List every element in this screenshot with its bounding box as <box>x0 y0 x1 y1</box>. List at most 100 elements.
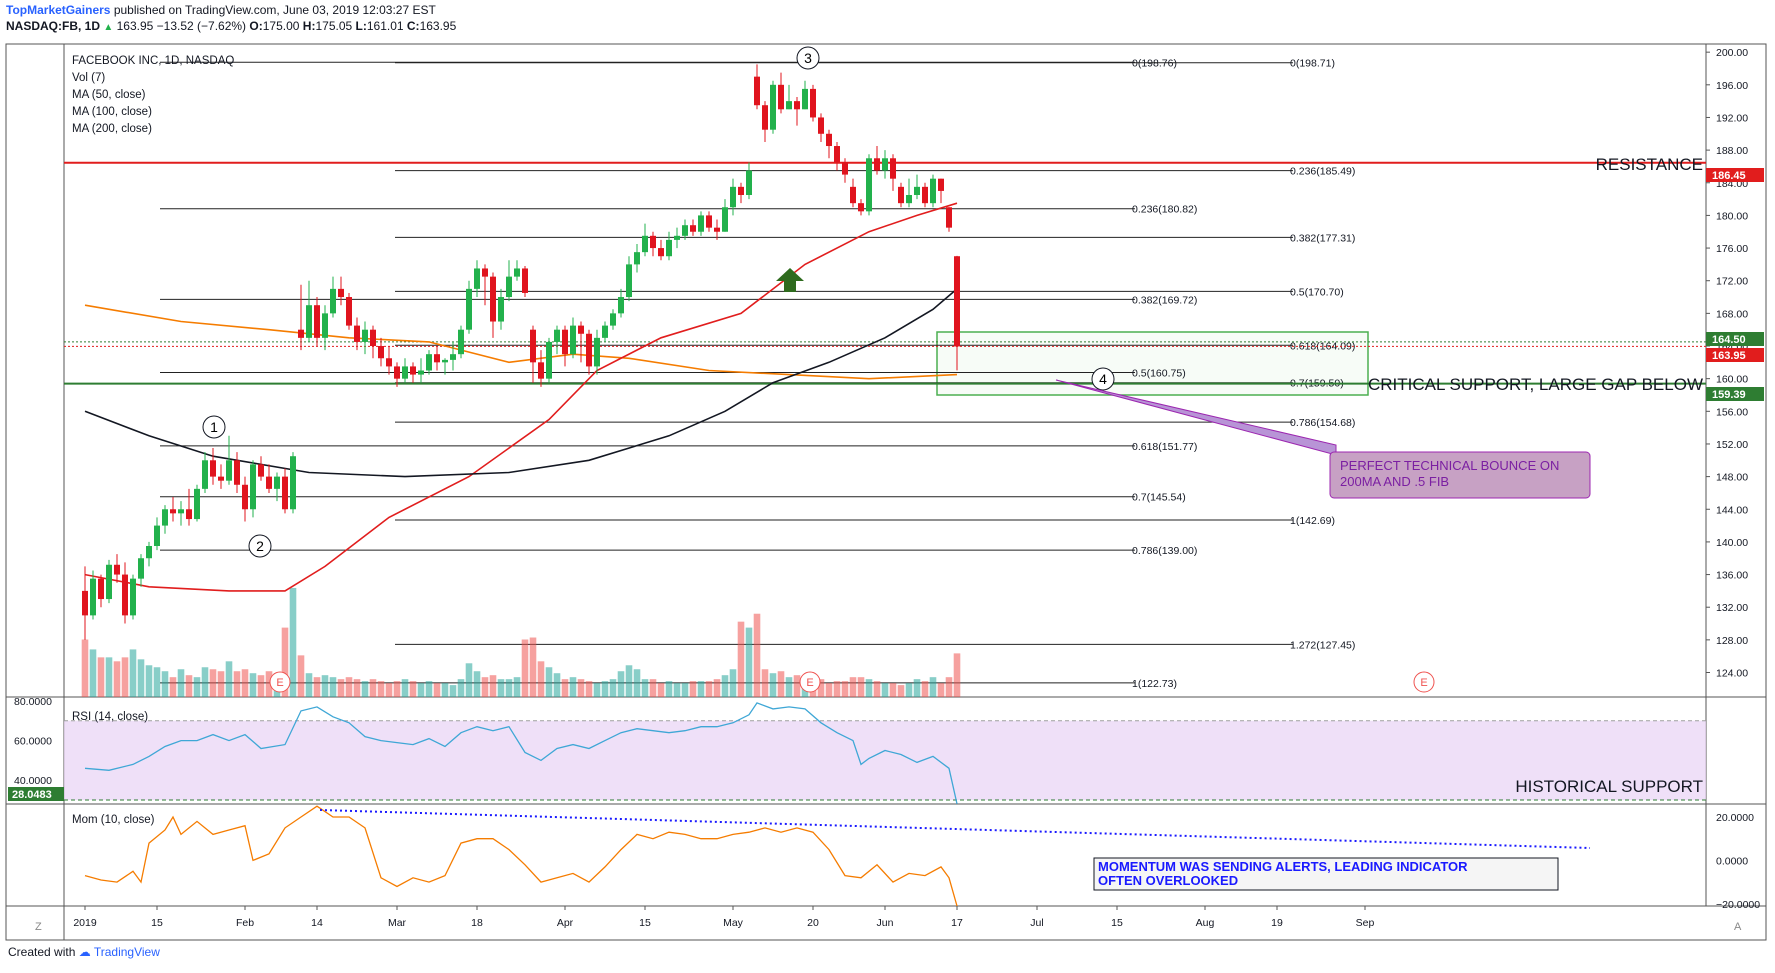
zoom-icon[interactable]: Z <box>35 921 42 933</box>
candle <box>498 288 504 330</box>
candle <box>770 80 776 134</box>
candle-body <box>866 158 872 212</box>
x-tick-label: Sep <box>1356 917 1375 929</box>
volume-bar <box>825 683 833 697</box>
author-link[interactable]: TopMarketGainers <box>6 3 111 17</box>
volume-bar <box>697 681 705 697</box>
earnings-marker-1[interactable]: E <box>269 671 291 693</box>
volume-bar <box>913 679 921 697</box>
candle <box>322 305 328 351</box>
candle <box>714 219 720 240</box>
candle-body <box>562 329 568 355</box>
volume-bar <box>129 649 137 697</box>
candle-body <box>914 186 920 196</box>
volume-bar <box>673 683 681 697</box>
volume-bar <box>425 681 433 697</box>
published-text: published on TradingView.com, June 03, 2… <box>113 3 436 17</box>
candle-body <box>730 186 736 208</box>
candle <box>434 346 440 371</box>
candle <box>594 329 600 375</box>
candle <box>578 321 584 363</box>
candle <box>842 158 848 183</box>
candle-body <box>938 178 944 191</box>
candle-body <box>394 366 400 379</box>
y-tick-label: 196.00 <box>1716 80 1748 92</box>
candle <box>410 362 416 383</box>
volume-bar <box>921 681 929 697</box>
volume-bar <box>753 613 761 697</box>
candle <box>426 350 432 375</box>
candle <box>378 337 384 367</box>
candle <box>314 297 320 347</box>
volume-bar <box>689 681 697 697</box>
mom-tick-label: 0.0000 <box>1716 855 1748 867</box>
resistance-label: RESISTANCE <box>1596 155 1703 174</box>
candle-body <box>818 117 824 134</box>
candle-body <box>114 564 120 575</box>
candle-body <box>946 207 952 228</box>
candle-body <box>266 476 272 489</box>
candle <box>138 554 144 587</box>
candle-body <box>274 476 280 489</box>
auto-scale-icon[interactable]: A <box>1734 921 1742 933</box>
volume-bar <box>409 681 417 697</box>
volume-bar <box>713 679 721 697</box>
x-tick-label: 14 <box>311 917 323 929</box>
candle-body <box>874 158 880 171</box>
critical-support-label: CRITICAL SUPPORT, LARGE GAP BELOW <box>1368 375 1703 394</box>
fib-label-2: 0.382(169.72) <box>1132 294 1197 306</box>
candle-body <box>250 464 256 510</box>
candle-body <box>698 215 704 232</box>
candle <box>546 337 552 383</box>
volume-bar <box>345 677 353 697</box>
svg-text:E: E <box>806 677 813 689</box>
y-tick-label: 124.00 <box>1716 668 1748 680</box>
candle <box>906 178 912 208</box>
earnings-marker-2[interactable]: E <box>799 671 821 693</box>
open-label: O: <box>249 19 263 33</box>
volume-bar <box>457 679 465 697</box>
volume-bar <box>505 679 513 697</box>
candle <box>154 517 160 551</box>
rsi-line <box>84 702 958 805</box>
candle <box>90 570 96 620</box>
volume-bar <box>577 679 585 697</box>
volume-bar <box>609 679 617 697</box>
fib-label-8: 0(198.71) <box>1290 58 1335 70</box>
candle <box>858 199 864 216</box>
close-label: C: <box>406 19 420 33</box>
price-axis[interactable]: 200.00196.00192.00188.00184.00180.00176.… <box>14 47 1760 911</box>
fib-label-7: 1(122.73) <box>1132 678 1177 690</box>
wave-label-3: 3 <box>796 46 820 70</box>
volume-bar <box>513 677 521 697</box>
candle <box>954 255 960 371</box>
candle <box>746 162 752 200</box>
last-price: 163.95 <box>116 19 154 33</box>
rsi-path <box>84 702 958 805</box>
bounce-callout-line2: 200MA AND .5 FIB <box>1340 474 1449 489</box>
time-axis[interactable]: 2019 15 Feb 14 Mar 18 Apr 15 May 20 Jun 17 Jul 15 Aug 1… <box>73 906 1374 929</box>
candle-body <box>362 329 368 342</box>
candle-body <box>490 276 496 322</box>
volume-bar <box>417 683 425 697</box>
volume-bar <box>393 681 401 697</box>
volume-bar <box>617 671 625 697</box>
svg-text:163.95: 163.95 <box>1712 350 1746 362</box>
volume-bar <box>777 671 785 697</box>
svg-text:159.39: 159.39 <box>1712 389 1746 401</box>
volume-bar <box>257 675 265 697</box>
earnings-marker-3[interactable]: E <box>1413 671 1435 693</box>
volume-bar <box>153 667 161 697</box>
tradingview-brand[interactable]: TradingView <box>93 945 160 959</box>
ma50-line <box>84 202 958 592</box>
candle-body <box>690 225 696 232</box>
candle <box>794 97 800 126</box>
volume-bar <box>937 683 945 697</box>
volume-bar <box>769 673 777 697</box>
candle-body <box>178 509 184 514</box>
candle <box>778 72 784 114</box>
candle-body <box>282 476 288 510</box>
volume-bar <box>865 679 873 697</box>
candle <box>354 317 360 351</box>
